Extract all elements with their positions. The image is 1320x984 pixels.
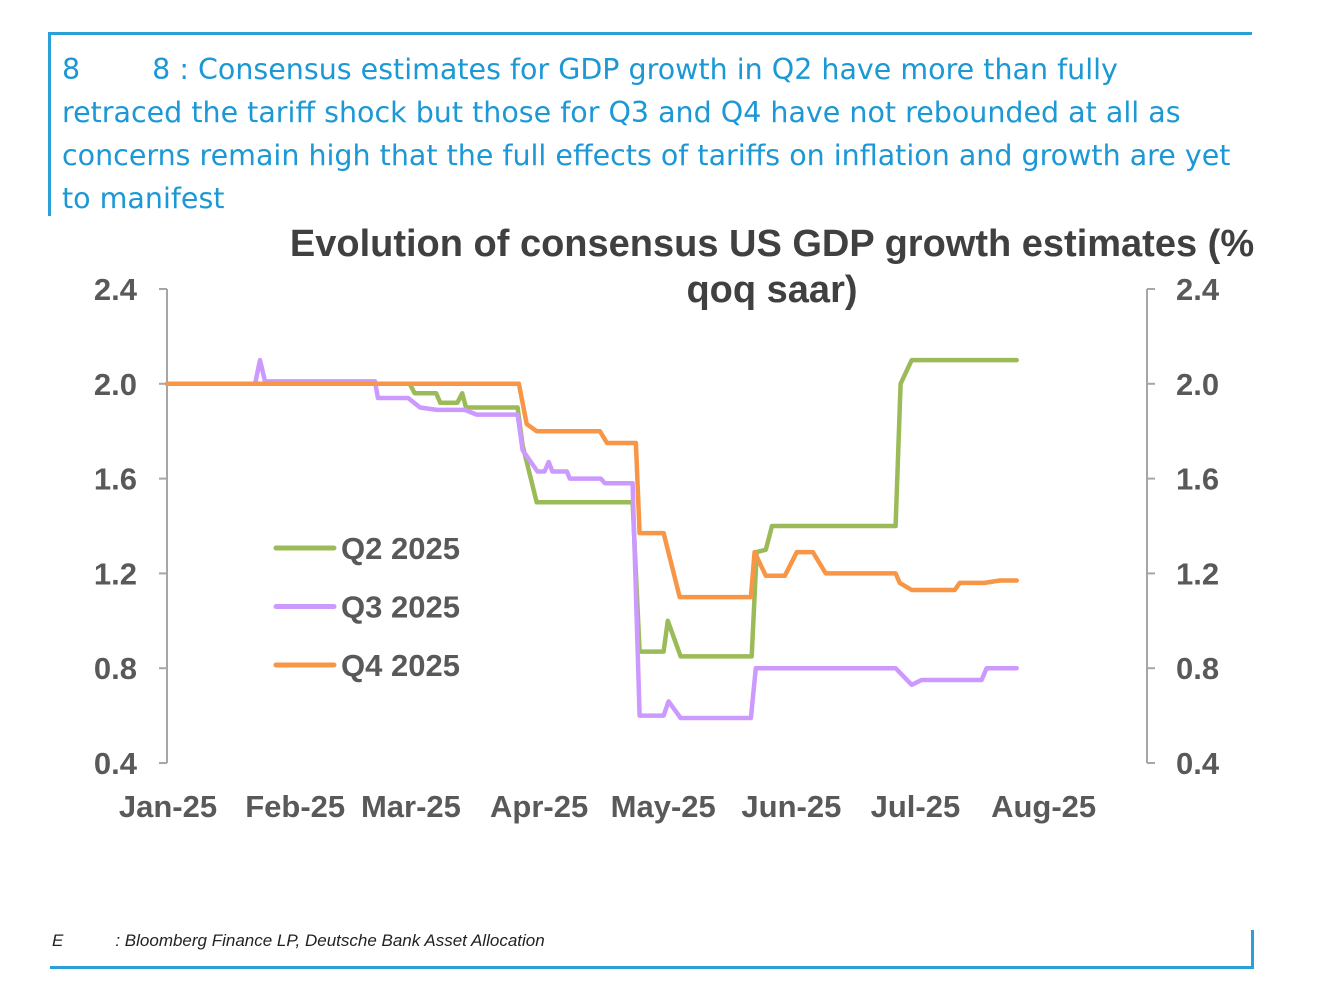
right-tick-label: 1.2 — [1176, 556, 1219, 591]
source-label: E — [52, 931, 64, 950]
source-note: E : Bloomberg Finance LP, Deutsche Bank A… — [52, 931, 545, 951]
series-line-q4-2025 — [164, 381, 1019, 600]
x-tick-label: Mar-25 — [361, 789, 461, 824]
x-tick-label: Feb-25 — [245, 789, 345, 824]
right-tick-label: 2.4 — [1176, 272, 1220, 307]
left-tick-label: 1.2 — [94, 556, 137, 591]
caption-text: : Consensus estimates for GDP growth in … — [62, 53, 1231, 215]
series-line-q3-2025 — [164, 357, 1019, 721]
x-tick-label: Apr-25 — [490, 789, 588, 824]
left-tick-label: 1.6 — [94, 462, 137, 497]
x-tick-label: Jun-25 — [741, 789, 841, 824]
series-line-q2-2025 — [164, 357, 1019, 659]
left-tick-label: 0.8 — [94, 651, 137, 686]
legend-label: Q2 2025 — [341, 531, 460, 566]
chart-title-line1: Evolution of consensus US GDP growth est… — [290, 223, 1254, 265]
x-tick-label: Jan-25 — [119, 789, 217, 824]
left-tick-label: 0.4 — [94, 746, 138, 781]
caption-box — [48, 32, 1252, 216]
right-tick-label: 0.8 — [1176, 651, 1219, 686]
legend-label: Q4 2025 — [341, 648, 460, 683]
left-tick-label: 2.0 — [94, 367, 137, 402]
figure-number-2: 8 — [152, 53, 171, 86]
legend-label: Q3 2025 — [341, 590, 460, 625]
x-tick-label: May-25 — [611, 789, 716, 824]
figure-number: 8 — [62, 53, 81, 86]
right-tick-label: 1.6 — [1176, 462, 1219, 497]
right-tick-label: 2.0 — [1176, 367, 1219, 402]
x-tick-label: Jul-25 — [871, 789, 961, 824]
footer-border — [1251, 930, 1254, 969]
left-tick-label: 2.4 — [94, 272, 138, 307]
right-tick-label: 0.4 — [1176, 746, 1220, 781]
chart-title-line2: qoq saar) — [686, 269, 857, 311]
x-tick-label: Aug-25 — [991, 789, 1096, 824]
source-text: : Bloomberg Finance LP, Deutsche Bank As… — [115, 931, 545, 950]
figure-caption: 8 8 : Consensus estimates for GDP growth … — [62, 48, 1242, 220]
footer-divider — [50, 966, 1254, 969]
